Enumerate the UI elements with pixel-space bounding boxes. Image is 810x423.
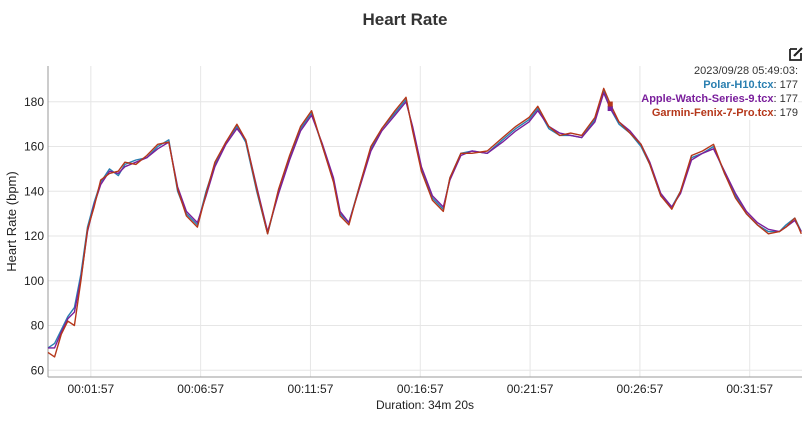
x-tick-label: 00:26:57: [617, 382, 664, 396]
axes: [47, 66, 802, 378]
tooltip-marker: [607, 101, 613, 107]
x-axis-title: Duration: 34m 20s: [376, 398, 474, 412]
tooltip-series-name: Apple-Watch-Series-9.tcx: [641, 93, 774, 105]
hover-tooltip: 2023/09/28 05:49:03: Polar-H10.tcx: 177 …: [641, 64, 798, 120]
edit-icon[interactable]: [788, 46, 804, 62]
tooltip-series-value: 179: [779, 107, 798, 119]
x-tick-label: 00:31:57: [726, 382, 773, 396]
x-tick-label: 00:16:57: [397, 382, 444, 396]
series-line-polar-h10-tcx: [47, 89, 802, 349]
tooltip-marker: [607, 106, 613, 112]
series-lines: [47, 87, 802, 358]
chart-title: Heart Rate: [362, 10, 448, 29]
x-tick-label: 00:01:57: [67, 382, 114, 396]
tooltip-row-polar: Polar-H10.tcx: 177: [703, 79, 798, 91]
x-tick-label: 00:11:57: [288, 382, 334, 396]
y-tick-label: 120: [24, 229, 44, 243]
y-tick-label: 180: [24, 95, 44, 109]
grid: [48, 66, 802, 377]
tooltip-series-name: Polar-H10.tcx: [703, 79, 774, 91]
tooltip-row-apple: Apple-Watch-Series-9.tcx: 177: [641, 93, 798, 105]
tooltip-markers: [607, 101, 613, 112]
y-tick-label: 60: [31, 363, 45, 377]
series-line-garmin-fenix-7-pro-tcx: [47, 87, 802, 358]
tooltip-series-value: 177: [779, 79, 798, 91]
x-tick-label: 00:21:57: [507, 382, 554, 396]
tooltip-row-garmin: Garmin-Fenix-7-Pro.tcx: 179: [651, 107, 798, 119]
series-line-apple-watch-series-9-tcx: [48, 92, 802, 349]
y-axis-title: Heart Rate (bpm): [4, 171, 19, 271]
x-tick-label: 00:06:57: [177, 382, 224, 396]
tooltip-timestamp: 2023/09/28 05:49:03:: [694, 65, 798, 77]
y-tick-label: 140: [24, 184, 44, 198]
y-tick-label: 100: [24, 274, 44, 288]
y-tick-label: 80: [31, 319, 45, 333]
axis-labels: 60 80 100 120 140 160 180 00:01:57 00:06:57 00:11…: [4, 95, 773, 412]
tooltip-series-name: Garmin-Fenix-7-Pro.tcx: [651, 107, 774, 119]
tooltip-series-value: 177: [779, 93, 798, 105]
y-tick-label: 160: [24, 140, 44, 154]
